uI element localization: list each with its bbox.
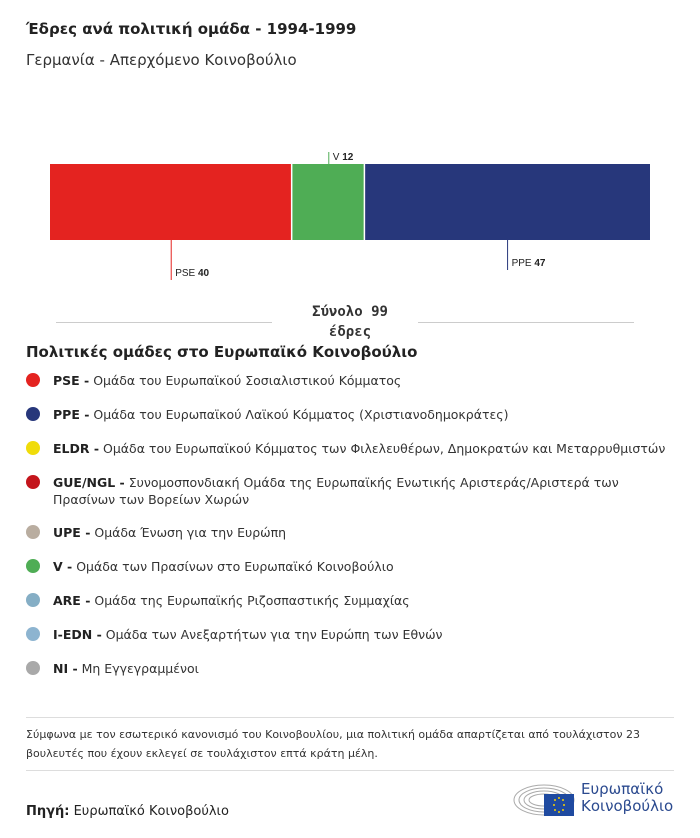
chart-title: Έδρες ανά πολιτική ομάδα - 1994-1999	[26, 20, 357, 38]
legend-desc: Ομάδα των Πρασίνων στο Ευρωπαϊκό Κοινοβο…	[72, 559, 394, 574]
legend-desc: Ομάδα Ένωση για την Ευρώπη	[90, 525, 287, 540]
legend-code: PSE -	[53, 373, 90, 388]
legend-swatch	[26, 475, 40, 489]
divider	[418, 322, 634, 323]
legend-desc: Ομάδα του Ευρωπαϊκού Κόμματος των Φιλελε…	[99, 441, 666, 456]
bar-v	[292, 164, 364, 240]
legend-code: NI -	[53, 661, 78, 676]
total-unit: έδρες	[328, 324, 372, 340]
legend-desc: Ομάδα της Ευρωπαϊκής Ριζοσπαστικής Συμμα…	[90, 593, 410, 608]
legend-swatch	[26, 661, 40, 675]
seats-bar-chart: PSE 40 V 12 PPE 47	[50, 152, 650, 280]
footnote: Σύμφωνα με τον εσωτερικό κανονισμό του Κ…	[26, 728, 640, 760]
legend-code: ARE -	[53, 593, 91, 608]
legend-desc: Μη Εγγεγραμμένοι	[77, 661, 199, 676]
legend-desc: Ομάδα του Ευρωπαϊκού Σοσιαλιστικού Κόμμα…	[89, 373, 402, 388]
source-label: Πηγή:	[26, 804, 70, 819]
data-label: PSE 40	[175, 268, 209, 279]
source: Πηγή: Ευρωπαϊκό Κοινοβούλιο	[26, 804, 229, 819]
legend-item: ARE - Ομάδα της Ευρωπαϊκής Ριζοσπαστικής…	[26, 592, 410, 609]
chart-subtitle: Γερμανία - Απερχόμενο Κοινοβούλιο	[26, 51, 297, 69]
legend-code: V -	[53, 559, 73, 574]
legend-item: NI - Μη Εγγεγραμμένοι	[26, 660, 199, 677]
legend-item: I-EDN - Ομάδα των Ανεξαρτήτων για την Ευ…	[26, 626, 443, 643]
legend-code: ELDR -	[53, 441, 100, 456]
divider	[26, 717, 674, 718]
legend-item: GUE/NGL - Συνομοσπονδιακή Ομάδα της Ευρω…	[26, 474, 666, 508]
legend-code: GUE/NGL -	[53, 475, 125, 490]
data-label: V 12	[333, 152, 354, 163]
data-label: PPE 47	[512, 258, 546, 269]
legend-desc: Ομάδα του Ευρωπαϊκού Λαϊκού Κόμματος (Χρ…	[89, 407, 509, 422]
legend-swatch	[26, 559, 40, 573]
legend-swatch	[26, 593, 40, 607]
source-value: Ευρωπαϊκό Κοινοβούλιο	[69, 804, 229, 819]
divider	[26, 770, 674, 771]
legend-item: PSE - Ομάδα του Ευρωπαϊκού Σοσιαλιστικού…	[26, 372, 401, 389]
bar-ppe	[365, 164, 650, 240]
bar-pse	[50, 164, 291, 240]
legend-swatch	[26, 627, 40, 641]
legend-title: Πολιτικές ομάδες στο Ευρωπαϊκό Κοινοβούλ…	[26, 343, 418, 361]
legend-item: V - Ομάδα των Πρασίνων στο Ευρωπαϊκό Κοι…	[26, 558, 394, 575]
legend-swatch	[26, 525, 40, 539]
legend-item: PPE - Ομάδα του Ευρωπαϊκού Λαϊκού Κόμματ…	[26, 406, 508, 423]
parliament-hemicycle-icon	[513, 784, 575, 816]
legend-desc: Συνομοσπονδιακή Ομάδα της Ευρωπαϊκής Ενω…	[53, 475, 619, 507]
ep-logo: Ευρωπαϊκό Κοινοβούλιο	[513, 780, 673, 816]
total-seats: Σύνολο 99 έδρες	[300, 302, 400, 342]
logo-line2: Κοινοβούλιο	[581, 797, 674, 815]
legend-swatch	[26, 441, 40, 455]
legend-swatch	[26, 407, 40, 421]
legend-item: UPE - Ομάδα Ένωση για την Ευρώπη	[26, 524, 286, 541]
logo-line1: Ευρωπαϊκό	[581, 780, 664, 798]
legend-code: I-EDN -	[53, 627, 102, 642]
legend-item: ELDR - Ομάδα του Ευρωπαϊκού Κόμματος των…	[26, 440, 665, 457]
legend-swatch	[26, 373, 40, 387]
total-label: Σύνολο 99	[312, 304, 388, 320]
legend-code: PPE -	[53, 407, 90, 422]
legend-code: UPE -	[53, 525, 91, 540]
legend-desc: Ομάδα των Ανεξαρτήτων για την Ευρώπη των…	[101, 627, 443, 642]
divider	[56, 322, 272, 323]
